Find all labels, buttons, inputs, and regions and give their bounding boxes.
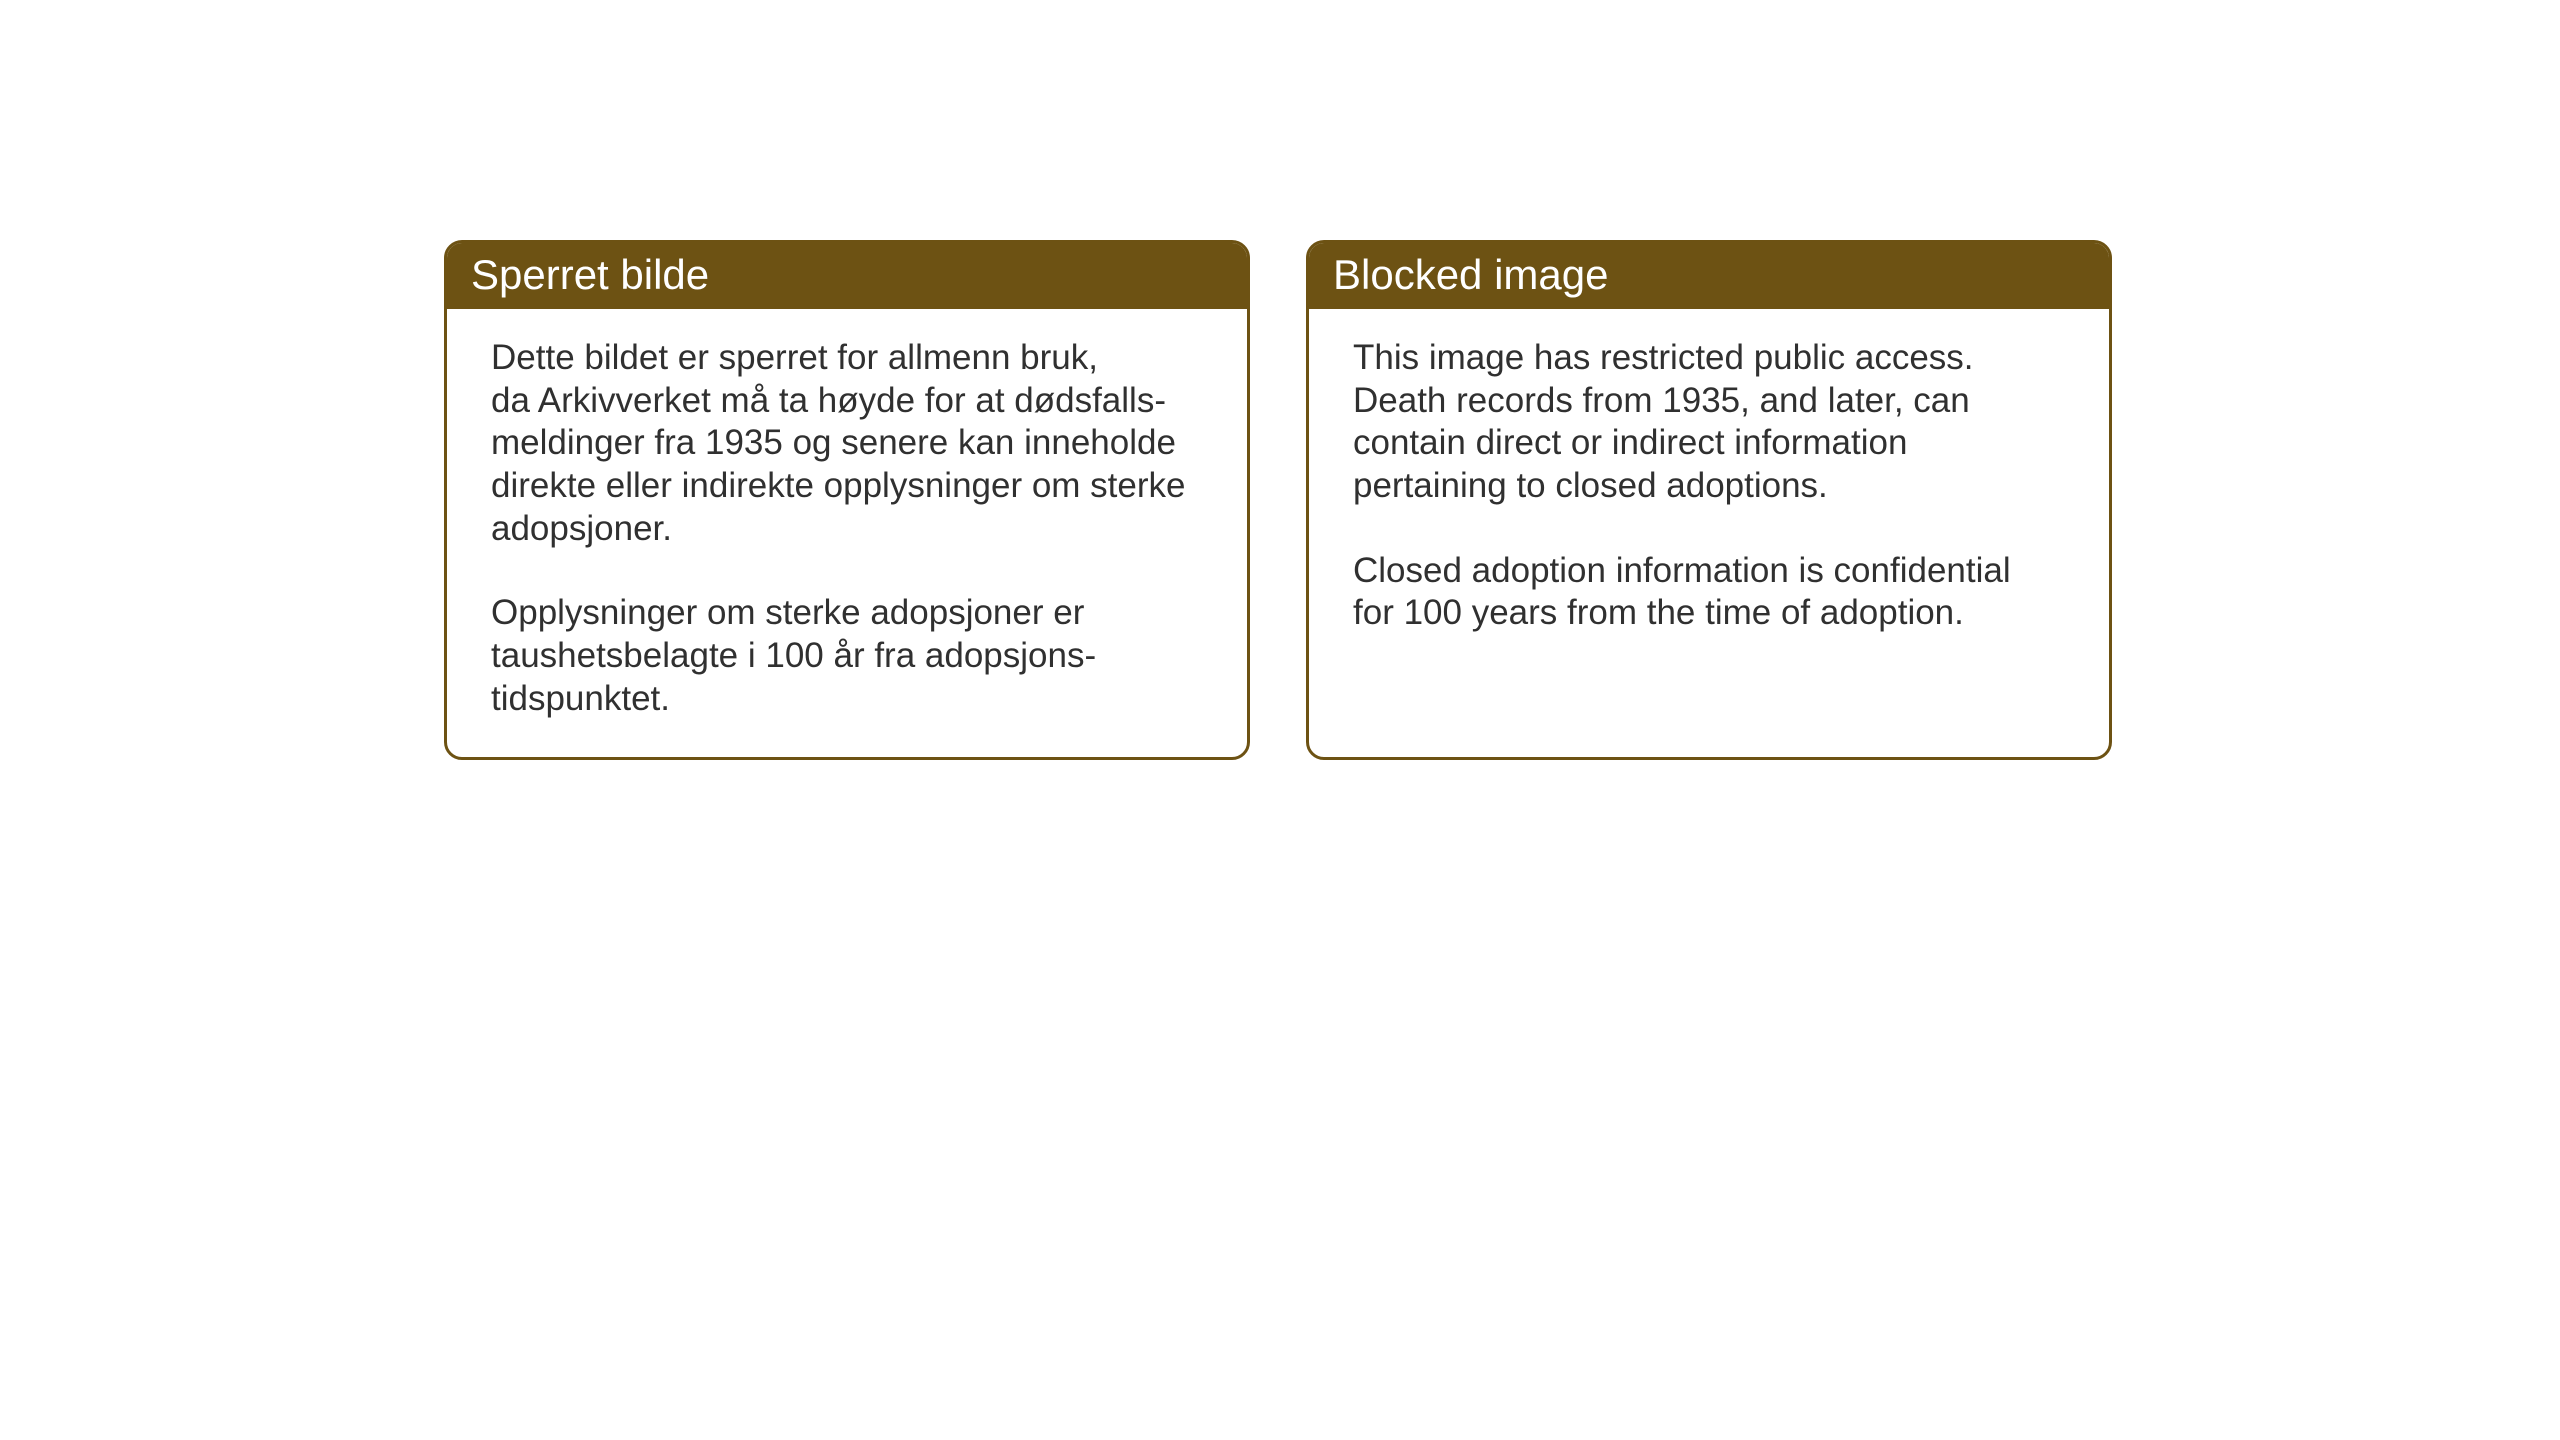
text-line: Death records from 1935, and later, can <box>1353 381 1970 420</box>
english-card-header: Blocked image <box>1309 243 2109 309</box>
cards-container: Sperret bilde Dette bildet er sperret fo… <box>444 240 2112 760</box>
english-paragraph-1: This image has restricted public access.… <box>1353 337 2065 508</box>
norwegian-card: Sperret bilde Dette bildet er sperret fo… <box>444 240 1250 760</box>
text-line: Dette bildet er sperret for allmenn bruk… <box>491 338 1098 377</box>
text-line: Opplysninger om sterke adopsjoner er <box>491 593 1084 632</box>
text-line: Closed adoption information is confident… <box>1353 551 2011 590</box>
norwegian-card-body: Dette bildet er sperret for allmenn bruk… <box>447 309 1247 757</box>
text-line: taushetsbelagte i 100 år fra adopsjons- <box>491 636 1096 675</box>
english-card-body: This image has restricted public access.… <box>1309 309 2109 749</box>
text-line: meldinger fra 1935 og senere kan innehol… <box>491 423 1176 462</box>
text-line: for 100 years from the time of adoption. <box>1353 593 1964 632</box>
norwegian-paragraph-2: Opplysninger om sterke adopsjoner er tau… <box>491 592 1203 720</box>
english-card-title: Blocked image <box>1333 251 1608 298</box>
norwegian-paragraph-1: Dette bildet er sperret for allmenn bruk… <box>491 337 1203 550</box>
text-line: contain direct or indirect information <box>1353 423 1907 462</box>
text-line: adopsjoner. <box>491 509 672 548</box>
text-line: This image has restricted public access. <box>1353 338 1974 377</box>
text-line: direkte eller indirekte opplysninger om … <box>491 466 1186 505</box>
text-line: tidspunktet. <box>491 679 670 718</box>
english-card: Blocked image This image has restricted … <box>1306 240 2112 760</box>
norwegian-card-title: Sperret bilde <box>471 251 709 298</box>
norwegian-card-header: Sperret bilde <box>447 243 1247 309</box>
english-paragraph-2: Closed adoption information is confident… <box>1353 550 2065 635</box>
text-line: da Arkivverket må ta høyde for at dødsfa… <box>491 381 1166 420</box>
text-line: pertaining to closed adoptions. <box>1353 466 1828 505</box>
